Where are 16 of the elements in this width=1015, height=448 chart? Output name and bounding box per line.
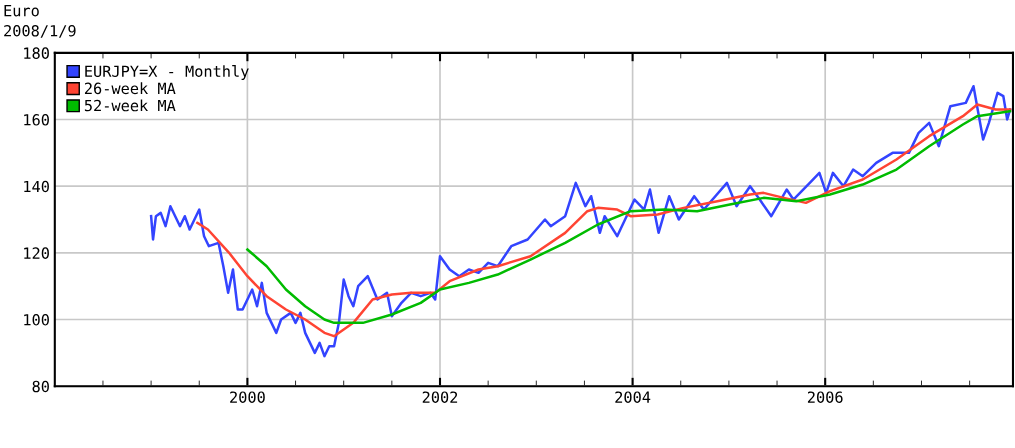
legend-label: 52-week MA xyxy=(84,99,176,112)
chart-subtitle: 2008/1/9 xyxy=(4,24,76,38)
y-tick-label: 180 xyxy=(24,47,49,59)
x-tick-label: 2002 xyxy=(422,391,458,403)
legend-label: 26-week MA xyxy=(84,82,176,95)
y-tick-label: 160 xyxy=(24,114,49,126)
x-tick-label: 2006 xyxy=(807,391,843,403)
line-series xyxy=(149,84,1012,358)
y-tick-label: 80 xyxy=(32,380,49,393)
x-tick-label: 2000 xyxy=(230,391,265,403)
x-tick-label: 2004 xyxy=(615,391,651,403)
y-tick-label: 140 xyxy=(24,180,49,193)
y-tick-label: 120 xyxy=(24,247,49,259)
legend-label: EURJPY=X - Monthly xyxy=(85,65,249,80)
y-tick-label: 100 xyxy=(24,314,49,326)
chart-title: Euro xyxy=(4,5,39,17)
